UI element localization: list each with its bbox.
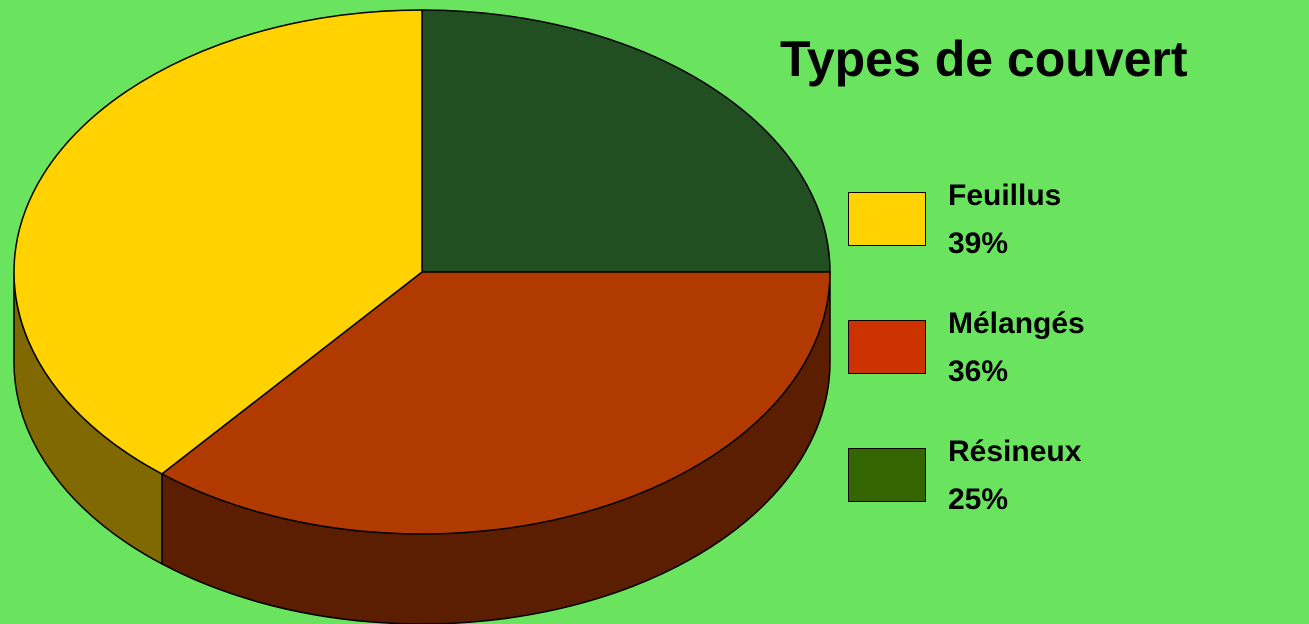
- legend-value-feuillus: 39%: [948, 227, 1009, 260]
- legend-label-melanges: Mélangés: [948, 307, 1085, 340]
- pie-slice-resineux: [421, 9, 831, 273]
- legend-swatch-feuillus: [848, 192, 926, 246]
- pie-slice-feuillus: [13, 9, 423, 475]
- legend-value-melanges: 36%: [948, 355, 1009, 388]
- legend-text-feuillus: Feuillus 39%: [948, 172, 1061, 268]
- legend-text-melanges: Mélangés 36%: [948, 300, 1085, 396]
- legend-label-feuillus: Feuillus: [948, 179, 1062, 212]
- pie-slices: [13, 9, 831, 535]
- pie-slice-melanges: [160, 271, 831, 535]
- legend-value-resineux: 25%: [948, 483, 1009, 516]
- legend-text-resineux: Résineux 25%: [948, 428, 1081, 524]
- legend-swatch-resineux: [848, 448, 926, 502]
- legend-swatch-melanges: [848, 320, 926, 374]
- legend-label-resineux: Résineux: [948, 435, 1082, 468]
- chart-title: Types de couvert: [780, 31, 1188, 87]
